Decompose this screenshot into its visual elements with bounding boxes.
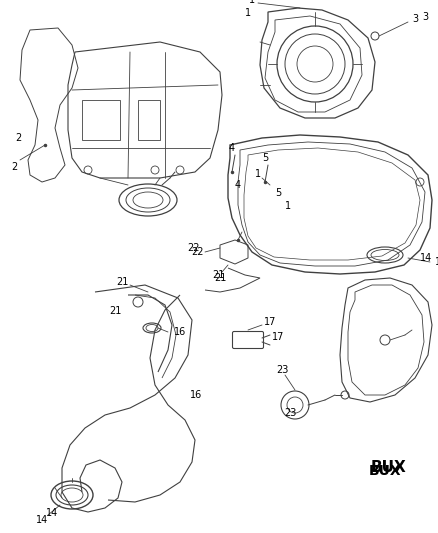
Text: 14: 14 bbox=[435, 257, 438, 267]
Text: 14: 14 bbox=[36, 515, 48, 525]
Text: 1: 1 bbox=[249, 0, 255, 5]
Text: 2: 2 bbox=[15, 133, 21, 143]
Text: 22: 22 bbox=[188, 243, 200, 253]
Text: 16: 16 bbox=[174, 327, 186, 337]
Text: 5: 5 bbox=[262, 153, 268, 163]
Text: 17: 17 bbox=[264, 317, 276, 327]
Text: 23: 23 bbox=[284, 408, 296, 418]
Text: BUX: BUX bbox=[369, 464, 401, 478]
Text: 21: 21 bbox=[116, 277, 128, 287]
Text: 21: 21 bbox=[109, 306, 121, 316]
Text: 4: 4 bbox=[229, 143, 235, 153]
Text: 1: 1 bbox=[255, 169, 261, 179]
Text: 16: 16 bbox=[190, 390, 202, 400]
Text: 22: 22 bbox=[192, 247, 204, 257]
Text: 4: 4 bbox=[235, 180, 241, 190]
Text: 5: 5 bbox=[275, 188, 281, 198]
Text: 3: 3 bbox=[412, 14, 418, 24]
Text: 1: 1 bbox=[245, 8, 251, 18]
Text: BUX: BUX bbox=[370, 461, 406, 475]
Text: 14: 14 bbox=[420, 253, 432, 263]
Text: 23: 23 bbox=[276, 365, 288, 375]
Text: 17: 17 bbox=[272, 332, 284, 342]
Text: 14: 14 bbox=[46, 508, 58, 518]
Text: 1: 1 bbox=[285, 201, 291, 211]
Text: 21: 21 bbox=[214, 273, 226, 283]
Text: 21: 21 bbox=[212, 270, 224, 280]
Text: 2: 2 bbox=[11, 162, 17, 172]
Text: 3: 3 bbox=[422, 12, 428, 22]
